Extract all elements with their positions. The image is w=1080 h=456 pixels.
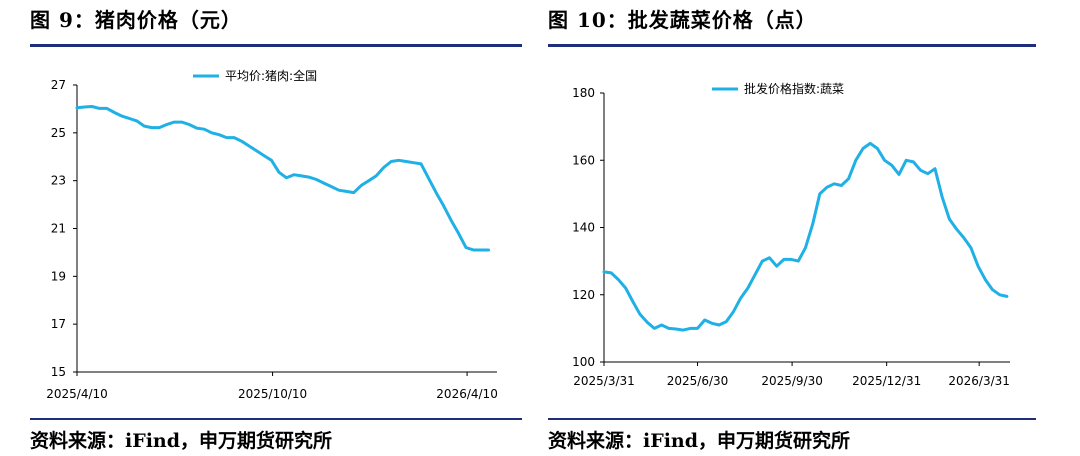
- pork-y-tick-label: 17: [51, 317, 66, 331]
- figure-9-bottom-rule: [30, 418, 522, 420]
- pork-y-tick-label: 27: [51, 78, 66, 92]
- veg-legend-label: 批发价格指数:蔬菜: [744, 81, 844, 96]
- figure-10-source: 资料来源：iFind，申万期货研究所: [548, 430, 851, 452]
- veg-y-tick-label: 120: [572, 288, 595, 302]
- figure-10-title: 图 10：批发蔬菜价格（点）: [548, 8, 817, 32]
- veg-y-tick-label: 140: [572, 221, 595, 235]
- figure-9-title: 图 9：猪肉价格（元）: [30, 8, 242, 32]
- pork-y-tick-label: 19: [51, 269, 66, 283]
- pork-x-tick-label: 2026/4/10: [436, 387, 498, 401]
- pork-x-tick-label: 2025/10/10: [238, 387, 307, 401]
- veg-x-tick-label: 2025/6/30: [667, 374, 729, 388]
- pork-y-tick-label: 23: [51, 174, 66, 188]
- veg-y-tick-label: 180: [572, 86, 595, 100]
- veg-y-tick-label: 160: [572, 153, 595, 167]
- veg-x-tick-label: 2026/3/31: [948, 374, 1010, 388]
- pork-series-line: [75, 105, 490, 252]
- veg-series-line: [602, 141, 1009, 332]
- veg-x-tick-label: 2025/12/31: [852, 374, 921, 388]
- figure-9-source: 资料来源：iFind，申万期货研究所: [30, 430, 333, 452]
- figure-10-top-rule: [548, 44, 1036, 47]
- veg-x-tick-label: 2025/9/30: [761, 374, 823, 388]
- figure-10-bottom-rule: [548, 418, 1036, 420]
- pork-y-tick-label: 25: [51, 126, 66, 140]
- veg-y-tick-label: 100: [572, 355, 595, 369]
- pork-y-tick-label: 21: [51, 222, 66, 236]
- pork-x-tick-label: 2025/4/10: [46, 387, 108, 401]
- pork-legend-label: 平均价:猪肉:全国: [225, 68, 317, 83]
- figure-9-top-rule: [30, 44, 522, 47]
- veg-x-tick-label: 2025/3/31: [573, 374, 635, 388]
- pork-y-tick-label: 15: [51, 365, 66, 379]
